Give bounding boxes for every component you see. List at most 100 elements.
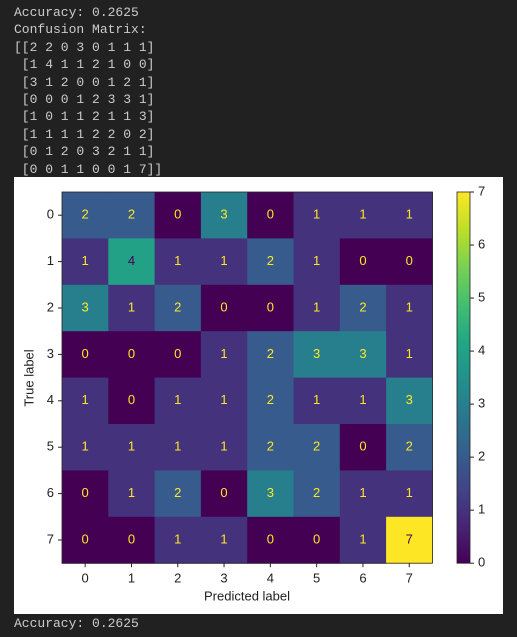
cell-label: 0 bbox=[267, 207, 274, 222]
heatmap-cell bbox=[293, 284, 341, 332]
heatmap-cell bbox=[200, 424, 248, 471]
x-tick-label: 7 bbox=[406, 571, 413, 586]
cell-label: 0 bbox=[267, 531, 274, 546]
cell-label: 1 bbox=[82, 439, 89, 454]
heatmap-cell bbox=[108, 192, 156, 239]
heatmap-cell bbox=[339, 331, 387, 379]
cell-label: 1 bbox=[128, 485, 135, 500]
cell-label: 2 bbox=[313, 485, 320, 500]
heatmap-cell bbox=[293, 377, 341, 425]
heatmap-cell bbox=[386, 238, 433, 286]
heatmap-cell bbox=[154, 424, 202, 471]
colorbar-tick-label: 2 bbox=[478, 449, 485, 464]
cell-label: 2 bbox=[267, 253, 274, 268]
heatmap-cell bbox=[386, 192, 433, 239]
cell-label: 0 bbox=[359, 253, 366, 268]
colorbar-tick-label: 5 bbox=[478, 289, 485, 304]
cell-label: 1 bbox=[406, 346, 413, 361]
cell-label: 1 bbox=[313, 253, 320, 268]
heatmap-cell bbox=[108, 331, 156, 379]
cell-label: 1 bbox=[220, 531, 227, 546]
cell-label: 0 bbox=[406, 253, 413, 268]
x-tick-label: 0 bbox=[82, 571, 89, 586]
heatmap-cell bbox=[247, 424, 294, 471]
cell-label: 2 bbox=[359, 299, 366, 314]
heatmap-cell bbox=[247, 284, 294, 332]
colorbar-tick-label: 6 bbox=[478, 236, 485, 251]
heatmap-cell bbox=[339, 424, 387, 471]
cell-label: 2 bbox=[174, 299, 181, 314]
cell-label: 1 bbox=[174, 531, 181, 546]
x-tick-label: 5 bbox=[313, 571, 320, 586]
colorbar-tick-label: 3 bbox=[478, 396, 485, 411]
heatmap-cell bbox=[62, 424, 109, 471]
colorbar-tick-label: 7 bbox=[478, 183, 485, 198]
heatmap-cell bbox=[108, 238, 156, 286]
cell-label: 2 bbox=[267, 392, 274, 407]
colorbar-tick-label: 1 bbox=[478, 502, 485, 517]
heatmap-cell bbox=[62, 331, 109, 379]
console-line: Accuracy: 0.2625 bbox=[14, 5, 139, 20]
heatmap-cell bbox=[386, 516, 433, 564]
console-line: [0 0 0 1 2 3 3 1] bbox=[14, 92, 155, 108]
heatmap-cell bbox=[200, 331, 248, 379]
y-tick-label: 4 bbox=[47, 392, 54, 407]
y-tick-label: 2 bbox=[47, 299, 54, 314]
heatmap-cell bbox=[200, 470, 248, 518]
cell-label: 4 bbox=[128, 253, 135, 268]
plot-frame bbox=[61, 191, 433, 564]
heatmap-cell bbox=[339, 192, 387, 239]
cell-label: 0 bbox=[313, 531, 320, 546]
heatmap-cell bbox=[247, 331, 294, 379]
cell-label: 0 bbox=[220, 299, 227, 314]
heatmap-cell bbox=[386, 424, 433, 471]
heatmap-cell bbox=[154, 377, 202, 425]
console-line: [1 4 1 1 2 1 0 0] bbox=[14, 57, 155, 73]
cell-label: 1 bbox=[220, 439, 227, 454]
heatmap-cell bbox=[200, 238, 248, 286]
heatmap-cell bbox=[386, 284, 433, 332]
heatmap-cell bbox=[108, 516, 156, 564]
heatmap-cell bbox=[108, 377, 156, 425]
cell-label: 0 bbox=[128, 346, 135, 361]
heatmap-cell bbox=[62, 470, 109, 518]
heatmap-cell bbox=[247, 470, 294, 518]
cell-label: 3 bbox=[359, 346, 366, 361]
colorbar-tick-label: 0 bbox=[478, 555, 485, 570]
heatmap-cell bbox=[200, 192, 248, 239]
cell-label: 2 bbox=[128, 207, 135, 222]
cell-label: 2 bbox=[267, 439, 274, 454]
heatmap-cell bbox=[293, 516, 341, 564]
cell-label: 0 bbox=[220, 485, 227, 500]
x-tick-label: 3 bbox=[220, 571, 227, 586]
heatmap-cell bbox=[108, 470, 156, 518]
heatmap-cell bbox=[339, 284, 387, 332]
y-tick-label: 3 bbox=[47, 346, 54, 361]
x-tick-label: 2 bbox=[174, 571, 181, 586]
cell-label: 0 bbox=[174, 207, 181, 222]
heatmap-cell bbox=[293, 331, 341, 379]
heatmap-cell bbox=[108, 284, 156, 332]
heatmap-cell bbox=[386, 377, 433, 425]
heatmap-cell bbox=[200, 516, 248, 564]
heatmap-cell bbox=[339, 470, 387, 518]
heatmap-cell bbox=[154, 284, 202, 332]
heatmap-cell bbox=[247, 238, 294, 286]
heatmap-cell bbox=[293, 424, 341, 471]
cell-label: 1 bbox=[220, 253, 227, 268]
y-tick-label: 7 bbox=[47, 531, 54, 546]
heatmap-cell bbox=[200, 377, 248, 425]
heatmap-cell bbox=[293, 470, 341, 518]
heatmap-cell bbox=[154, 516, 202, 564]
console-footer: Accuracy: 0.2625 bbox=[14, 616, 139, 631]
cell-label: 1 bbox=[174, 253, 181, 268]
cell-label: 1 bbox=[313, 299, 320, 314]
heatmap-cell bbox=[108, 424, 156, 471]
y-tick-label: 5 bbox=[47, 439, 54, 454]
heatmap-cell bbox=[200, 284, 248, 332]
cell-label: 1 bbox=[220, 392, 227, 407]
cell-label: 1 bbox=[406, 299, 413, 314]
x-tick-label: 1 bbox=[128, 571, 135, 586]
cell-label: 1 bbox=[359, 207, 366, 222]
cell-label: 0 bbox=[128, 392, 135, 407]
